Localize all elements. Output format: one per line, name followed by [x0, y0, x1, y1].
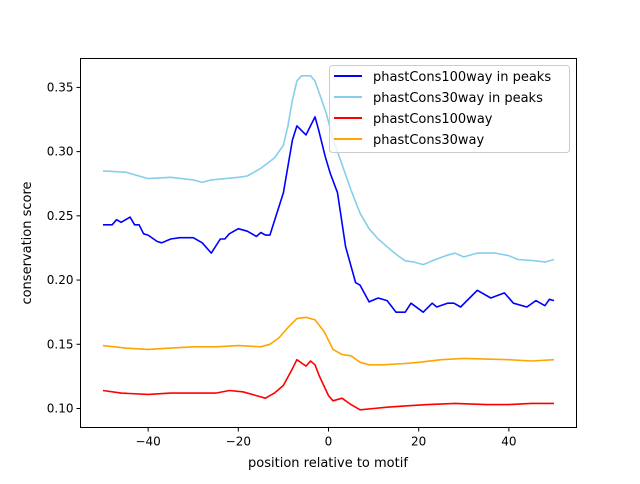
- x-tick-label: 20: [411, 435, 426, 449]
- y-tick-label: 0.15: [47, 337, 74, 351]
- y-tick-label: 0.20: [47, 273, 74, 287]
- legend-label: phastCons100way in peaks: [373, 70, 551, 85]
- legend-label: phastCons100way: [373, 112, 493, 127]
- series-line-0: [103, 116, 555, 314]
- y-tick-label: 0.25: [47, 209, 74, 223]
- x-tick-label: 40: [501, 435, 516, 449]
- series-layer: [102, 75, 555, 411]
- x-tick-label: 0: [325, 435, 333, 449]
- series-line-2: [102, 358, 554, 411]
- y-tick-label: 0.35: [47, 80, 74, 94]
- legend-label: phastCons30way: [373, 133, 485, 148]
- y-axis-ticks: 0.10 0.15 0.20 0.25 0.30 0.35: [47, 80, 81, 415]
- y-axis-label: conservation score: [20, 181, 35, 304]
- x-tick-label: −40: [135, 435, 160, 449]
- x-tick-label: −20: [226, 435, 251, 449]
- legend-box: [329, 65, 570, 153]
- x-axis-label: position relative to motif: [248, 456, 408, 471]
- legend-label: phastCons30way in peaks: [373, 91, 543, 106]
- y-tick-label: 0.10: [47, 401, 74, 415]
- x-axis-ticks: −40 −20 0 20 40: [135, 427, 517, 449]
- legend: phastCons100way in peaks phastCons30way i…: [329, 65, 570, 153]
- series-line-3: [102, 316, 555, 366]
- y-tick-label: 0.30: [47, 145, 74, 159]
